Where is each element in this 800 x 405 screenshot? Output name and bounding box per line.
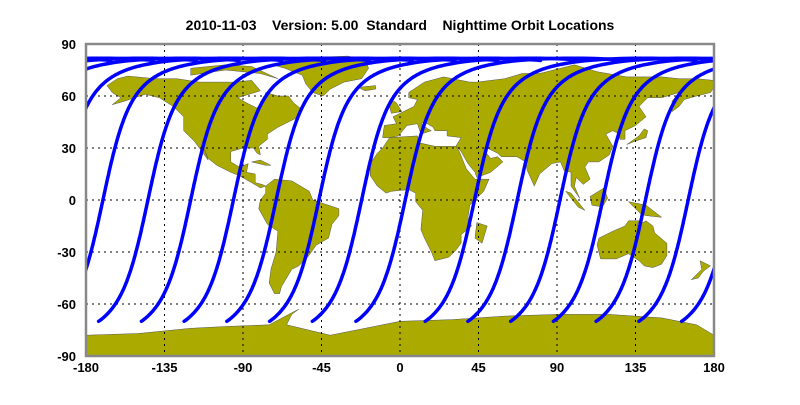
land-new-zealand (690, 260, 711, 281)
x-tick-label: -135 (151, 360, 177, 375)
orbit-track-7 (0, 58, 68, 321)
x-tick-label: -180 (73, 360, 99, 375)
orbit-track-6 (354, 56, 629, 324)
y-tick-label: -90 (57, 349, 76, 364)
land-iceland (357, 85, 376, 92)
orbit-track-12 (86, 56, 284, 112)
orbit-track-1 (769, 58, 800, 321)
orbit-track-3 (225, 56, 500, 324)
orbit-track-9 (508, 56, 714, 324)
orbit-track-4 (267, 56, 543, 324)
land-sumatra (564, 190, 586, 211)
y-tick-label: 0 (69, 193, 76, 208)
y-axis-ticks: 90 60 30 0 -30 -60 -90 (57, 37, 76, 364)
orbit-track-2 (182, 56, 457, 324)
x-tick-label: 90 (550, 360, 564, 375)
land-madagascar (474, 222, 488, 244)
orbit-tracks (0, 56, 800, 324)
land-japan (626, 128, 648, 145)
plot-frame (84, 42, 716, 358)
y-tick-label: -30 (57, 245, 76, 260)
x-axis-ticks: -180 -135 -90 -45 0 45 90 135 180 (73, 360, 725, 375)
orbit-track-1 (139, 56, 414, 324)
x-tick-label: 180 (703, 360, 725, 375)
orbit-track-0 (96, 56, 372, 324)
orbit-track-13 (86, 56, 327, 275)
x-tick-label: 135 (625, 360, 647, 375)
orbit-track-5 (310, 56, 585, 324)
orbit-track-7 (423, 56, 698, 324)
land-australia (596, 220, 668, 268)
orbit-track-13 (679, 263, 714, 324)
grid-lines (86, 44, 714, 356)
orbit-track-12 (637, 104, 714, 324)
land-arctic-islands (190, 64, 279, 79)
land-africa (370, 135, 490, 261)
y-tick-label: 30 (62, 141, 76, 156)
orbit-track-10 (551, 58, 714, 324)
land-eurasia (382, 64, 714, 199)
y-tick-label: 60 (62, 89, 76, 104)
y-tick-label: 90 (62, 37, 76, 52)
x-tick-label: 45 (471, 360, 485, 375)
x-tick-label: 0 (396, 360, 403, 375)
orbit-track-0 (727, 58, 800, 321)
chart-title: 2010-11-03 Version: 5.00 Standard Nightt… (186, 17, 615, 33)
y-tick-label: -60 (57, 297, 76, 312)
land-north-america (106, 75, 303, 189)
orbit-track-8 (466, 56, 714, 324)
x-tick-label: -45 (312, 360, 331, 375)
x-tick-label: -90 (234, 360, 253, 375)
land-cuba (251, 159, 272, 166)
orbit-track-8 (86, 57, 113, 63)
orbit-track-11 (594, 67, 714, 324)
